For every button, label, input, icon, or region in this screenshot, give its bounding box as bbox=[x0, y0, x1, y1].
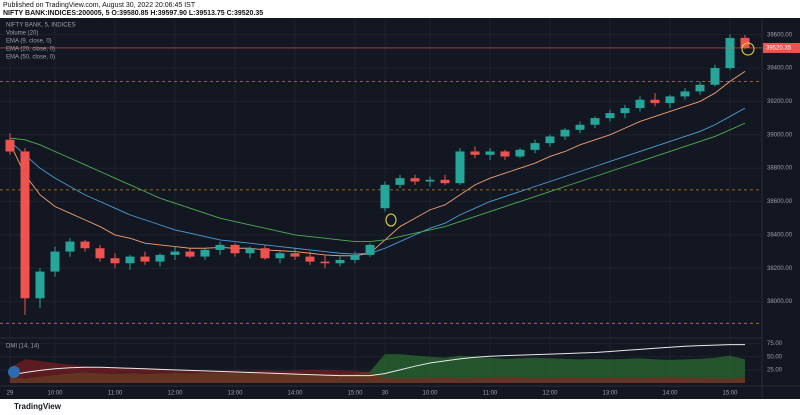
symbol-line: NIFTY BANK:INDICES:200005, 5 O:39580.85 … bbox=[3, 10, 263, 17]
candle-body bbox=[425, 179, 435, 182]
candle-body bbox=[35, 271, 45, 299]
candle-body bbox=[275, 253, 285, 259]
highlight-circle bbox=[741, 42, 755, 56]
candle-body bbox=[455, 151, 465, 184]
chart-bg bbox=[0, 18, 800, 399]
candle-body bbox=[185, 251, 195, 257]
candle-body bbox=[170, 251, 180, 255]
x-tick-label: 12:00 bbox=[167, 391, 183, 397]
dmi-tick-label: 50.00 bbox=[767, 354, 783, 360]
y-tick-label: 38600.00 bbox=[767, 199, 793, 205]
candle-body bbox=[485, 151, 495, 155]
candle-body bbox=[365, 244, 375, 255]
x-tick-label: 10:00 bbox=[422, 391, 438, 397]
candle-body bbox=[635, 99, 645, 109]
candle-body bbox=[395, 178, 405, 185]
last-price-label: 39520.35 bbox=[766, 46, 792, 52]
candle-body bbox=[125, 256, 135, 264]
y-tick-label: 39600.00 bbox=[767, 32, 793, 38]
footer-brand: TradingView bbox=[14, 402, 62, 411]
y-tick-label: 39400.00 bbox=[767, 66, 793, 72]
published-line: Published on TradingView.com, August 30,… bbox=[3, 2, 196, 9]
candle-body bbox=[710, 68, 720, 85]
x-tick-label: 11:00 bbox=[483, 391, 498, 397]
candle-body bbox=[515, 149, 525, 157]
x-tick-label: 30 bbox=[382, 391, 389, 397]
candle-body bbox=[245, 248, 255, 254]
y-tick-label: 38800.00 bbox=[767, 166, 793, 172]
candle-body bbox=[155, 254, 165, 262]
x-tick-label: 15:00 bbox=[722, 391, 738, 397]
candle-body bbox=[260, 248, 270, 259]
logo-badge[interactable] bbox=[8, 366, 20, 378]
legend-entry: EMA (9, close, 0) bbox=[6, 39, 52, 45]
adx-line bbox=[9, 344, 745, 377]
candle-body bbox=[215, 244, 225, 250]
candle-body bbox=[650, 99, 660, 104]
candle-body bbox=[605, 113, 615, 119]
candle-body bbox=[695, 84, 705, 92]
candle-body bbox=[50, 251, 60, 272]
candle-body bbox=[320, 261, 330, 264]
candle-body bbox=[470, 151, 480, 155]
candle-body bbox=[290, 253, 300, 257]
dmi-area bbox=[10, 359, 745, 383]
candle-body bbox=[140, 256, 150, 262]
candle-body bbox=[80, 241, 90, 249]
candle-body bbox=[680, 91, 690, 97]
candle-body bbox=[530, 143, 540, 150]
candle-body bbox=[740, 37, 750, 48]
candle-body bbox=[665, 96, 675, 104]
candle-body bbox=[575, 124, 585, 130]
last-price-tag bbox=[763, 42, 800, 53]
ema-line bbox=[9, 107, 746, 255]
candle-body bbox=[560, 129, 570, 137]
candle-body bbox=[335, 259, 345, 264]
candle-body bbox=[350, 254, 360, 260]
chart-title: NIFTY BANK, 5, INDICES bbox=[6, 23, 76, 29]
highlight-circle bbox=[385, 213, 397, 227]
candle-body bbox=[440, 179, 450, 184]
candle-body bbox=[545, 136, 555, 144]
legend-entry: EMA (20, close, 0) bbox=[6, 47, 55, 53]
ema-line bbox=[9, 71, 746, 257]
candle-body bbox=[110, 258, 120, 264]
candle-body bbox=[95, 248, 105, 259]
footer-bg bbox=[0, 399, 800, 415]
y-tick-label: 38000.00 bbox=[767, 299, 793, 305]
y-tick-label: 38200.00 bbox=[767, 266, 793, 272]
y-tick-label: 39000.00 bbox=[767, 132, 793, 138]
dmi-title: DMI (14, 14) bbox=[6, 344, 39, 350]
x-tick-label: 14:00 bbox=[287, 391, 303, 397]
candle-body bbox=[65, 241, 75, 252]
candle-body bbox=[590, 118, 600, 125]
y-tick-label: 38400.00 bbox=[767, 232, 793, 238]
ema-line bbox=[9, 122, 746, 243]
legend-entry: Volume (20) bbox=[6, 31, 38, 37]
x-tick-label: 13:00 bbox=[602, 391, 618, 397]
candle-body bbox=[305, 256, 315, 262]
x-tick-label: 13:00 bbox=[227, 391, 243, 397]
x-tick-label: 11:00 bbox=[108, 391, 123, 397]
x-tick-label: 10:00 bbox=[47, 391, 63, 397]
y-tick-label: 39200.00 bbox=[767, 99, 793, 105]
dmi-tick-label: 25.00 bbox=[767, 367, 783, 373]
x-tick-label: 14:00 bbox=[662, 391, 678, 397]
candle-body bbox=[410, 178, 420, 182]
candle-body bbox=[20, 151, 30, 299]
x-tick-label: 29 bbox=[7, 391, 14, 397]
candle-body bbox=[200, 249, 210, 257]
candle-body bbox=[620, 108, 630, 114]
candle-body bbox=[380, 184, 390, 209]
candle-body bbox=[500, 151, 510, 157]
x-tick-label: 12:00 bbox=[542, 391, 558, 397]
dmi-tick-label: 75.00 bbox=[767, 341, 783, 347]
candle-body bbox=[725, 38, 735, 69]
x-tick-label: 15:00 bbox=[347, 391, 363, 397]
candle-body bbox=[5, 139, 15, 152]
legend-entry: EMA (50, close, 0) bbox=[6, 55, 55, 61]
candle-body bbox=[230, 244, 240, 254]
